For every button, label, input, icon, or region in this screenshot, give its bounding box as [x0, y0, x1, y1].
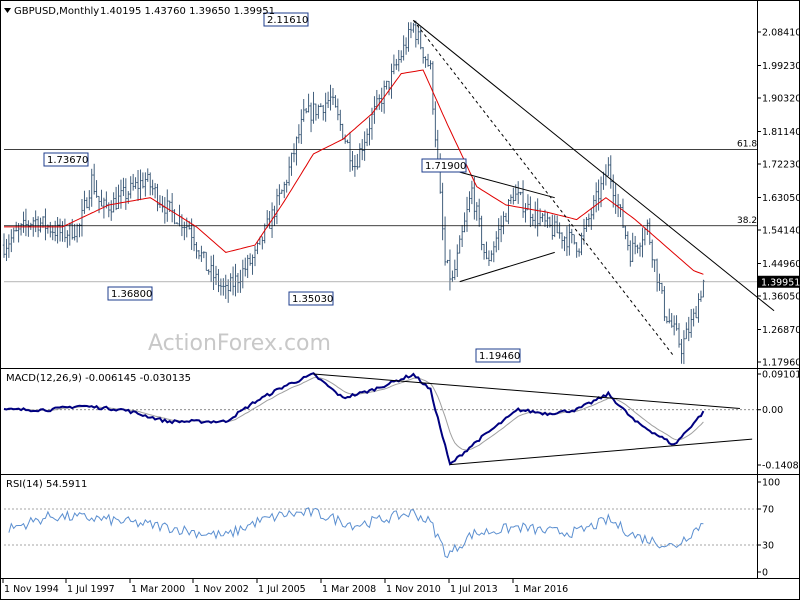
- price-annotation-label: 1.19460: [479, 351, 520, 362]
- price-axis-label: 1.72230: [762, 160, 800, 171]
- price-axis-label: 1.81140: [762, 127, 800, 138]
- price-annotation-box: [288, 291, 334, 306]
- price-annotation-label: 1.71900: [425, 161, 466, 172]
- price-axis-label: 2.08410: [762, 28, 800, 39]
- price-axis-label: 1.54140: [762, 226, 800, 237]
- price-annotation-box: [263, 12, 309, 27]
- macd-axis-label: 0.091015: [762, 370, 800, 381]
- macd-axis-label: -0.140843: [762, 461, 800, 472]
- price-annotation-box: [475, 348, 521, 363]
- price-axis-label: 1.44960: [762, 259, 800, 270]
- time-axis-label: 1 Jul 2013: [450, 584, 498, 595]
- price-axis-label: 1.17960: [762, 358, 800, 369]
- chart-lines: [3, 19, 775, 559]
- time-axis-label: 1 Mar 2000: [131, 584, 185, 595]
- watermark: ActionForex.com: [148, 331, 331, 356]
- macd-header: MACD(12,26,9) -0.006145 -0.030135: [6, 373, 191, 384]
- price-annotation-label: 1.36800: [111, 289, 152, 300]
- price-axis-label: 1.26870: [762, 325, 800, 336]
- price-trendline: [413, 20, 675, 357]
- time-axis-label: 1 Jul 1997: [67, 584, 115, 595]
- rsi-axis-label: 30: [762, 541, 774, 552]
- price-annotation-box: [107, 286, 153, 301]
- price-annotation-label: 1.73670: [47, 155, 88, 166]
- chart-labels: 61.8 38.2 2.08410 1.99230 1.90320 1.81140 1.72…: [2, 12, 800, 595]
- rsi-header: RSI(14) 54.5911: [6, 479, 87, 490]
- price-annotation-label: 1.35030: [292, 294, 333, 305]
- time-axis-label: 1 Nov 1994: [4, 584, 59, 595]
- ohlc-values: 1.40195 1.43760 1.39650 1.39951: [100, 6, 275, 17]
- price-axis-label: 1.90320: [762, 94, 800, 105]
- price-trendline: [459, 171, 555, 199]
- price-axis-label: 1.63050: [762, 193, 800, 204]
- time-axis-label: 1 Mar 2008: [322, 584, 376, 595]
- current-price-box: [758, 275, 799, 288]
- time-axis-label: 1 Nov 2010: [386, 584, 441, 595]
- time-axis-label: 1 Mar 2016: [514, 584, 568, 595]
- price-trendline: [413, 19, 775, 312]
- macd-trendline: [449, 438, 753, 466]
- macd-line: [3, 372, 705, 466]
- price-annotation-box: [421, 158, 467, 173]
- rsi-axis-label: 100: [762, 478, 780, 489]
- moving-average-line: [4, 69, 704, 275]
- time-axis-label: 1 Nov 2002: [194, 584, 249, 595]
- price-axis-label: 1.99230: [762, 61, 800, 72]
- dropdown-triangle-icon[interactable]: [4, 8, 11, 13]
- current-price-label: 1.39951: [761, 277, 800, 288]
- price-axis-label: 1.36050: [762, 292, 800, 303]
- macd-axis-label: 0.00: [762, 405, 783, 416]
- rsi-line: [8, 507, 704, 559]
- macd-trendline: [313, 373, 740, 410]
- rsi-axis-label: 70: [762, 505, 774, 516]
- rsi-axis-label: 0: [762, 568, 768, 579]
- symbol-timeframe: GBPUSD,Monthly: [14, 6, 99, 17]
- time-axis-label: 1 Jul 2005: [258, 584, 306, 595]
- fib-label-38-2: 38.2: [737, 216, 757, 226]
- price-annotation-box: [43, 152, 89, 167]
- price-trendline: [459, 251, 555, 283]
- price-bars: [2, 20, 705, 365]
- price-annotation-label: 2.11610: [267, 15, 308, 26]
- fib-label-61-8: 61.8: [737, 140, 757, 150]
